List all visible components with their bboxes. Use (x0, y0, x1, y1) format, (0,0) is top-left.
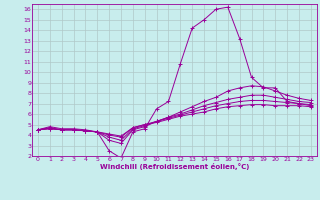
X-axis label: Windchill (Refroidissement éolien,°C): Windchill (Refroidissement éolien,°C) (100, 163, 249, 170)
